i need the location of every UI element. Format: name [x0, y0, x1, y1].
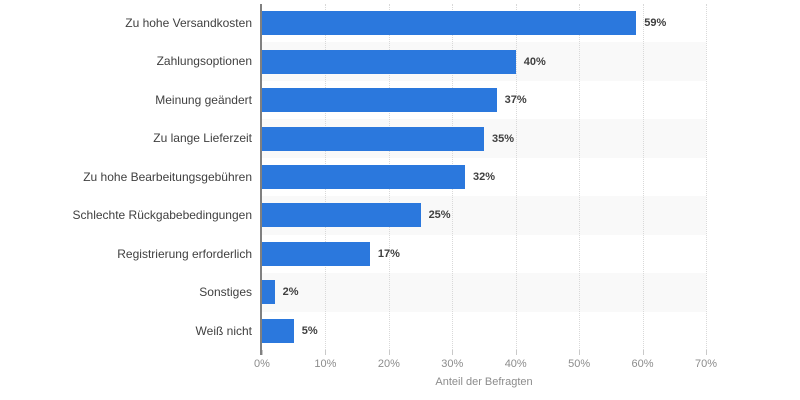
x-tick-label: 40% — [504, 358, 527, 370]
bar[interactable] — [262, 165, 465, 189]
bar-value-label: 25% — [428, 209, 451, 222]
category-label: Zu hohe Versandkosten — [125, 16, 252, 30]
plot-area: 59% 40% 37% 35% 32% 25% 17% 2% 5% — [262, 4, 707, 350]
category-label: Registrierung erforderlich — [117, 246, 252, 261]
category-label: Sonstiges — [199, 285, 252, 300]
x-tick-label: 20% — [377, 358, 400, 370]
bar-value-label: 35% — [492, 132, 515, 145]
bar[interactable] — [262, 280, 275, 305]
gridline — [515, 4, 517, 350]
bar-value-label: 5% — [301, 324, 318, 337]
bar[interactable] — [262, 203, 421, 228]
gridline — [579, 4, 581, 350]
y-axis-line — [260, 4, 262, 355]
x-tick-label: 30% — [441, 358, 464, 370]
bar[interactable] — [262, 241, 370, 266]
category-label: Schlechte Rückgabebedingungen — [72, 208, 252, 223]
x-tick-mark — [262, 350, 263, 355]
bar-value-label: 37% — [504, 94, 527, 107]
x-tick-mark — [325, 350, 327, 355]
bar[interactable] — [262, 126, 484, 151]
x-tick-mark — [642, 350, 644, 355]
x-tick-mark — [706, 350, 707, 355]
category-label: Zahlungsoptionen — [156, 54, 252, 69]
bar-value-label: 32% — [472, 171, 495, 183]
bar-value-label: 59% — [644, 17, 667, 30]
bar[interactable] — [262, 11, 637, 36]
x-tick-mark — [388, 350, 390, 355]
row-band — [262, 273, 706, 312]
bar-value-label: 2% — [282, 286, 299, 299]
gridline — [642, 4, 644, 350]
category-label: Zu lange Lieferzeit — [153, 131, 252, 146]
bar-value-label: 40% — [523, 55, 546, 68]
x-tick-mark — [515, 350, 517, 355]
x-tick-mark — [452, 350, 454, 355]
x-tick-label: 70% — [694, 358, 718, 370]
row-band — [262, 312, 706, 350]
bar[interactable] — [262, 88, 497, 113]
bar[interactable] — [262, 49, 516, 74]
x-axis-title: Anteil der Befragten — [435, 376, 533, 388]
x-tick-label: 60% — [631, 358, 654, 370]
category-label: Weiß nicht — [195, 323, 252, 338]
category-label: Zu hohe Bearbeitungsgebühren — [83, 169, 252, 184]
x-tick-label: 0% — [254, 358, 270, 370]
x-tick-mark — [579, 350, 581, 355]
x-tick-label: 50% — [568, 358, 591, 370]
x-tick-label: 10% — [314, 358, 337, 370]
bar-value-label: 17% — [377, 247, 400, 260]
category-label: Meinung geändert — [155, 92, 252, 107]
bar[interactable] — [262, 318, 294, 343]
gridline — [706, 4, 707, 350]
